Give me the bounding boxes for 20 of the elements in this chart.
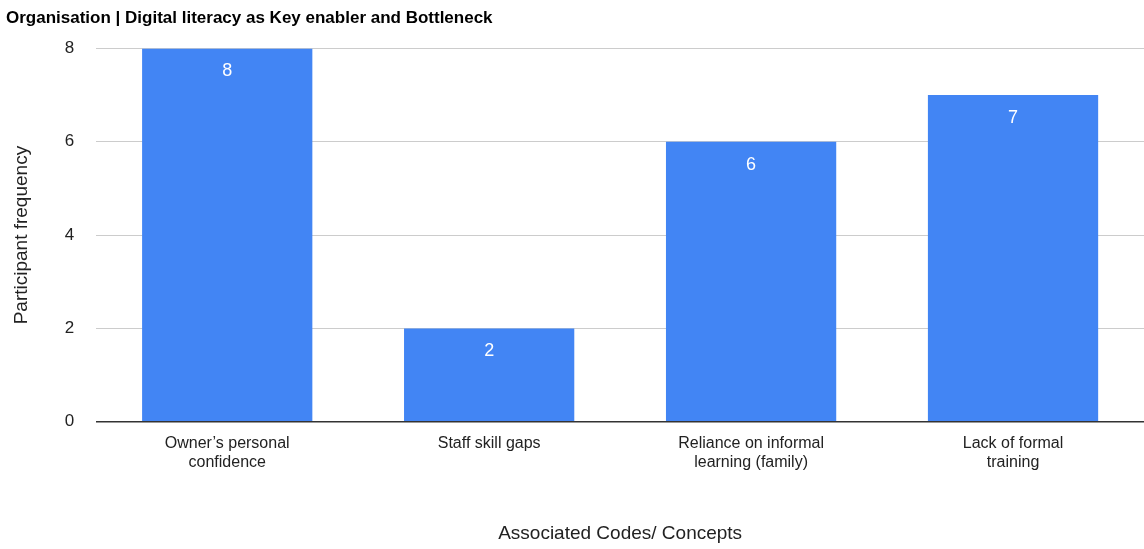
y-tick-label: 6 xyxy=(64,131,75,151)
data-label: 2 xyxy=(484,340,495,361)
y-tick-label: 2 xyxy=(64,318,75,338)
data-label: 8 xyxy=(222,60,233,81)
bar xyxy=(142,48,313,422)
x-tick-label: Lack of formal training xyxy=(962,433,1064,471)
x-axis-title: Associated Codes/ Concepts xyxy=(498,521,743,543)
x-tick-label: Staff skill gaps xyxy=(437,433,541,451)
y-tick-label: 0 xyxy=(64,411,75,431)
bar xyxy=(927,95,1099,422)
y-axis-title: Participant frequency xyxy=(9,145,31,325)
bar xyxy=(665,141,837,422)
x-tick-label: Reliance on informal learning (family) xyxy=(678,433,825,471)
data-label: 7 xyxy=(1008,107,1019,128)
data-label: 6 xyxy=(746,153,757,174)
bar xyxy=(404,328,575,422)
y-tick-label: 4 xyxy=(64,224,75,244)
chart-title: Organisation | Digital literacy as Key enabler and Bottleneck xyxy=(6,7,494,27)
y-tick-label: 8 xyxy=(64,38,75,58)
x-tick-label: Owner’s personal confidence xyxy=(164,433,290,471)
